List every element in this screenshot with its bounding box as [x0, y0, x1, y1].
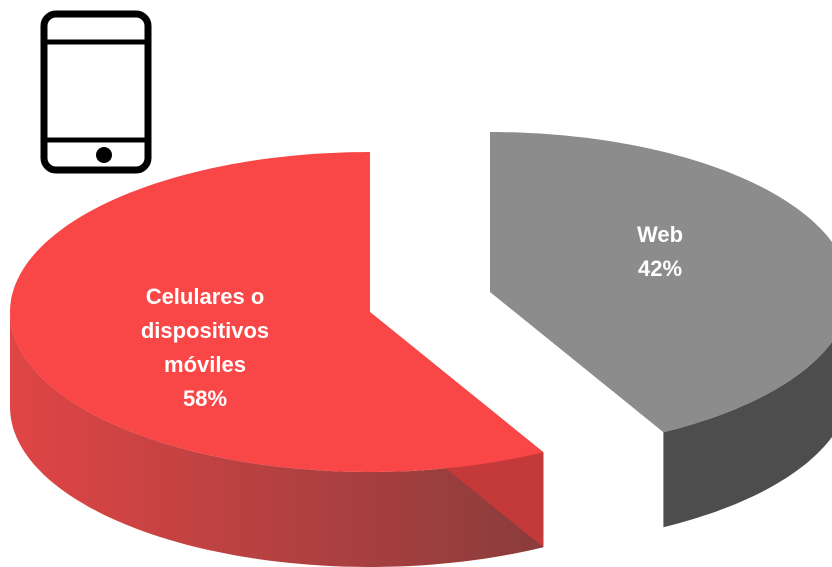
value-label: 42%	[637, 256, 683, 281]
slice-label: Celulares o dispositivos móviles 58%	[110, 280, 300, 416]
category-label: Web	[636, 222, 684, 247]
value-label: 58%	[182, 386, 228, 411]
slice-side	[10, 313, 544, 567]
pie	[10, 132, 832, 567]
category-label: Celulares o dispositivos móviles	[140, 284, 270, 377]
phone-button	[96, 147, 112, 163]
slice-side	[663, 341, 832, 528]
slice	[490, 132, 832, 433]
phone-body	[40, 10, 152, 174]
slice-label: Web 42%	[590, 218, 730, 286]
slice	[10, 152, 544, 472]
phone-icon	[40, 10, 152, 174]
